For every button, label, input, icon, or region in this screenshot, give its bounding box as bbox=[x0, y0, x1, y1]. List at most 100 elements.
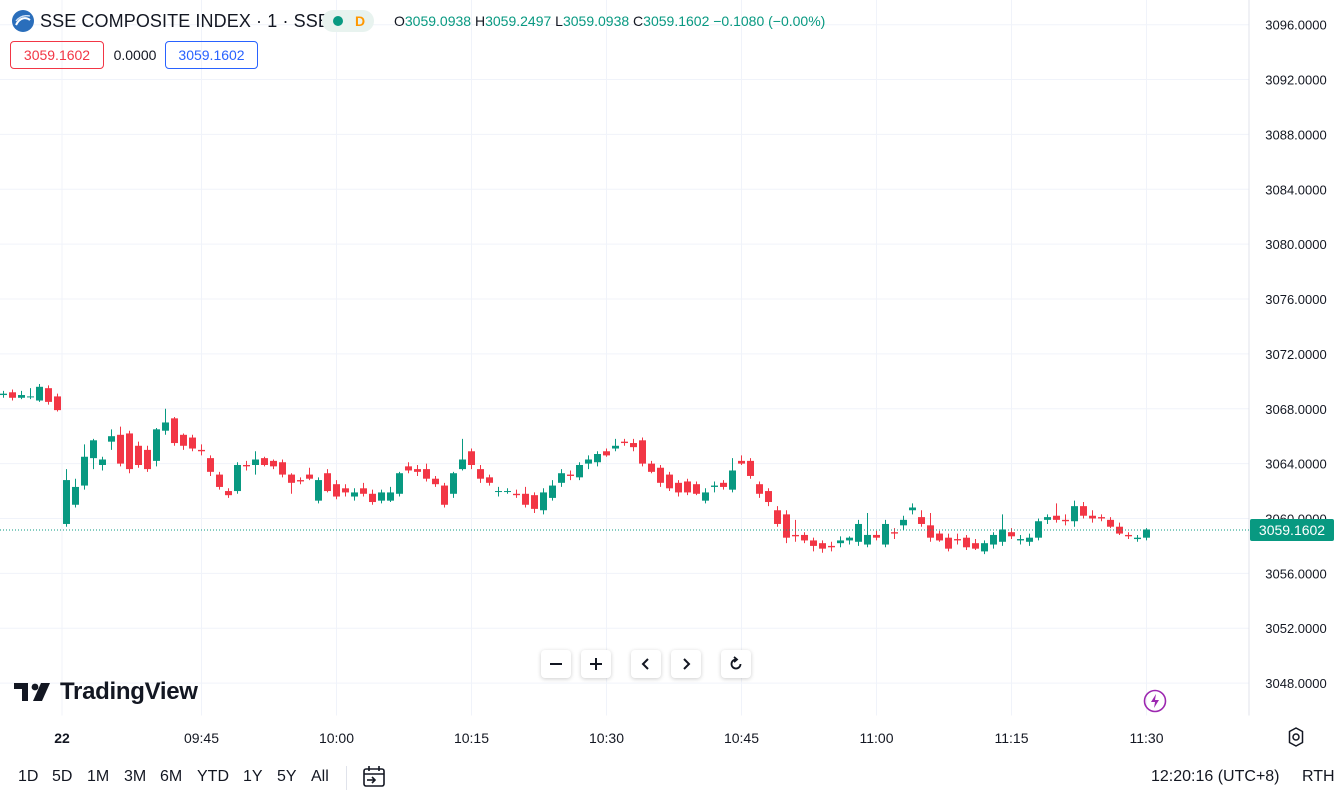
zoom-in-button[interactable] bbox=[581, 650, 611, 678]
candle bbox=[198, 444, 205, 456]
candle-body bbox=[486, 477, 493, 483]
candle-body bbox=[828, 545, 835, 548]
range-button-all[interactable]: All bbox=[311, 768, 329, 785]
candle-body bbox=[333, 484, 340, 497]
zoom-out-button[interactable] bbox=[541, 650, 571, 678]
candle bbox=[531, 492, 538, 513]
candle bbox=[0, 390, 7, 398]
candle-body bbox=[981, 543, 988, 552]
change-value: −0.1080 (−0.00%) bbox=[713, 13, 826, 29]
candle-body bbox=[810, 540, 817, 546]
candle-body bbox=[441, 485, 448, 505]
candle-body bbox=[279, 462, 286, 475]
candle bbox=[468, 448, 475, 470]
candle bbox=[396, 471, 403, 497]
buy-price-button[interactable]: 3059.1602 bbox=[165, 41, 258, 69]
price-tick-label: 3092.0000 bbox=[1265, 73, 1326, 88]
candle-body bbox=[522, 493, 529, 505]
range-button-1y[interactable]: 1Y bbox=[243, 768, 263, 785]
vertical-grid bbox=[61, 0, 1147, 716]
range-button-ytd[interactable]: YTD bbox=[197, 768, 229, 785]
candle-body bbox=[1008, 532, 1015, 537]
candle bbox=[783, 510, 790, 544]
candle-body bbox=[702, 492, 709, 501]
market-status[interactable]: D bbox=[322, 10, 374, 32]
range-button-6m[interactable]: 6M bbox=[160, 768, 183, 785]
candle-body bbox=[612, 445, 619, 449]
goto-date-icon[interactable] bbox=[361, 764, 387, 790]
candle-body bbox=[954, 539, 961, 541]
low-label: L bbox=[555, 13, 563, 29]
candle bbox=[279, 459, 286, 478]
candle bbox=[621, 438, 628, 446]
candle bbox=[1116, 522, 1123, 535]
sell-price-button[interactable]: 3059.1602 bbox=[10, 41, 104, 69]
candle-body bbox=[225, 491, 232, 496]
candle-body bbox=[351, 492, 358, 497]
candle bbox=[873, 530, 880, 541]
candle-body bbox=[540, 492, 547, 511]
scroll-left-button[interactable] bbox=[631, 650, 661, 678]
candle-body bbox=[72, 486, 79, 505]
candle bbox=[567, 470, 574, 481]
candle-body bbox=[783, 514, 790, 538]
time-tick-label: 10:15 bbox=[454, 730, 489, 746]
lightning-icon[interactable] bbox=[1143, 689, 1167, 713]
candle-body bbox=[747, 460, 754, 476]
candle-body bbox=[603, 451, 610, 456]
session-toggle[interactable]: RTH bbox=[1302, 768, 1335, 785]
time-tick-label: 11:30 bbox=[1130, 730, 1164, 746]
time-tick-label: 10:30 bbox=[589, 730, 624, 746]
high-value: 3059.2497 bbox=[485, 13, 552, 29]
candle bbox=[405, 462, 412, 474]
last-price-tag: 3059.1602 bbox=[1250, 519, 1334, 542]
range-button-3m[interactable]: 3M bbox=[124, 768, 147, 785]
candle bbox=[612, 438, 619, 452]
candle bbox=[693, 481, 700, 496]
candle-body bbox=[999, 529, 1006, 542]
price-chart[interactable]: 3096.0000 3092.0000 3088.0000 3084.0000 3080… bbox=[0, 0, 1344, 760]
candle-body bbox=[666, 474, 673, 489]
candle-body bbox=[1134, 537, 1141, 540]
candle bbox=[1125, 532, 1132, 540]
settings-icon[interactable] bbox=[1284, 725, 1308, 749]
range-button-5d[interactable]: 5D bbox=[52, 768, 73, 785]
scroll-right-button[interactable] bbox=[671, 650, 701, 678]
candle bbox=[648, 460, 655, 474]
delayed-badge: D bbox=[355, 13, 366, 29]
tradingview-logo[interactable]: TradingView bbox=[14, 678, 198, 706]
candle bbox=[9, 389, 16, 401]
candle-body bbox=[684, 481, 691, 493]
candle-body bbox=[585, 459, 592, 464]
range-button-1m[interactable]: 1M bbox=[87, 768, 110, 785]
time-tick-label: 10:45 bbox=[724, 730, 759, 746]
zoom-in-icon bbox=[590, 658, 602, 670]
range-button-5y[interactable]: 5Y bbox=[277, 768, 297, 785]
candle-body bbox=[774, 510, 781, 524]
open-label: O bbox=[394, 13, 405, 29]
candle-body bbox=[315, 480, 322, 501]
candle bbox=[1080, 502, 1087, 519]
candle bbox=[657, 464, 664, 487]
reset-chart-button[interactable] bbox=[721, 650, 751, 678]
candle bbox=[243, 460, 250, 471]
candle-body bbox=[135, 445, 142, 465]
candle-body bbox=[450, 473, 457, 494]
candle-body bbox=[108, 436, 115, 442]
range-button-1d[interactable]: 1D bbox=[18, 768, 39, 785]
candle bbox=[909, 503, 916, 515]
horizontal-grid bbox=[0, 24, 1249, 684]
price-tick-label: 3056.0000 bbox=[1265, 566, 1326, 581]
candle-body bbox=[207, 458, 214, 472]
candle bbox=[1017, 534, 1024, 545]
candle bbox=[153, 427, 160, 467]
candle bbox=[882, 519, 889, 548]
candle-body bbox=[54, 396, 61, 411]
clock-timezone[interactable]: 12:20:16 (UTC+8) bbox=[1151, 768, 1280, 785]
candle bbox=[90, 438, 97, 470]
symbol-title[interactable]: SSE COMPOSITE INDEX · 1 · SSE bbox=[40, 11, 330, 31]
candle-body bbox=[45, 388, 52, 402]
symbol-logo-icon[interactable] bbox=[12, 10, 34, 32]
candle bbox=[477, 464, 484, 483]
price-tick-label: 3076.0000 bbox=[1265, 292, 1326, 307]
